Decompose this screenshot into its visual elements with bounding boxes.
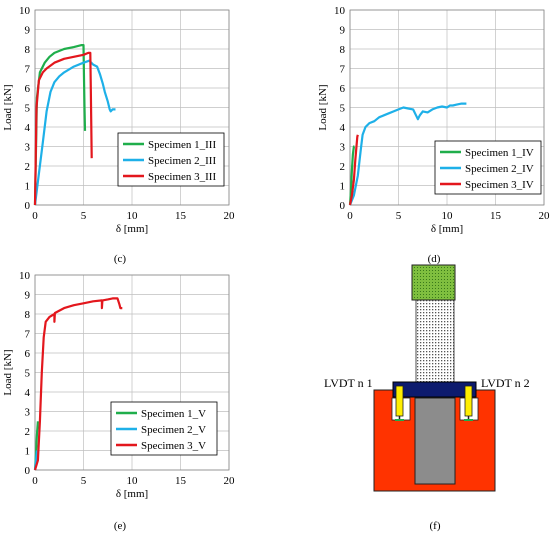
legend-label-1: Specimen 1_V (141, 408, 206, 420)
legend-label-2: Specimen 2_V (141, 424, 206, 436)
series-line-3 (33, 297, 123, 471)
y-tick-label: 6 (25, 348, 31, 360)
x-tick-label: 15 (175, 210, 187, 222)
x-axis-label: δ [mm] (116, 488, 148, 500)
chart-panel-e: 0 1 2 3 4 5 6 7 8 9 10 0 5 10 15 20 δ [mm] Load [kN] Speci… (2, 270, 235, 532)
chart-panel-d: 0 1 2 3 4 5 6 7 8 9 10 0 5 10 15 20 δ [mm] Load [kN] Speci… (317, 5, 550, 265)
y-tick-label: 10 (19, 270, 31, 282)
x-axis-label: δ [mm] (116, 223, 148, 235)
y-tick-label: 5 (25, 368, 31, 380)
y-tick-label: 6 (340, 83, 346, 95)
y-axis-label: Load [kN] (2, 349, 14, 395)
y-tick-label: 2 (25, 426, 31, 438)
y-tick-label: 9 (340, 25, 346, 37)
loading-cap (411, 264, 456, 301)
y-tick-label: 5 (25, 103, 31, 115)
x-tick-label: 20 (539, 210, 550, 222)
y-tick-label: 4 (340, 122, 346, 134)
plot-frame (34, 9, 230, 206)
x-tick-label: 0 (347, 210, 353, 222)
y-tick-label: 5 (340, 103, 346, 115)
legend-label-1: Specimen 1_III (148, 139, 216, 151)
y-tick-label: 7 (25, 329, 31, 341)
series-line-1 (33, 43, 87, 206)
x-axis-label: δ [mm] (431, 223, 463, 235)
y-tick-label: 10 (334, 5, 346, 17)
series-line-3 (348, 134, 359, 206)
panel-label-d: (d) (428, 253, 441, 265)
y-tick-label: 1 (25, 181, 31, 193)
panel-label-c: (c) (114, 253, 127, 265)
y-tick-label: 1 (340, 181, 346, 193)
y-tick-label: 10 (19, 5, 31, 17)
legend-label-3: Specimen 3_IV (465, 179, 534, 191)
y-tick-label: 9 (25, 25, 31, 37)
y-tick-label: 8 (25, 44, 31, 56)
x-tick-label: 5 (396, 210, 402, 222)
y-axis-label: Load [kN] (317, 84, 329, 130)
chart-panel-c: 0 1 2 3 4 5 6 7 8 9 10 0 5 10 15 20 δ [mm] Load [kN] Speci… (2, 5, 235, 265)
y-tick-label: 8 (25, 309, 31, 321)
legend-label-2: Specimen 2_IV (465, 163, 534, 175)
y-tick-label: 7 (25, 64, 31, 76)
y-tick-label: 2 (340, 161, 346, 173)
x-tick-label: 10 (127, 210, 139, 222)
series-line-2 (348, 102, 467, 206)
y-tick-label: 4 (25, 122, 31, 134)
legend-label-3: Specimen 3_V (141, 440, 206, 452)
x-tick-label: 10 (442, 210, 454, 222)
lvdt-2-sensor (464, 385, 473, 417)
x-tick-label: 0 (32, 475, 38, 487)
y-tick-label: 2 (25, 161, 31, 173)
legend-label-2: Specimen 2_III (148, 155, 216, 167)
lvdt-1-sensor (395, 385, 404, 417)
lvdt-2-label: LVDT n 2 (481, 376, 530, 390)
legend-label-3: Specimen 3_III (148, 171, 216, 183)
lvdt-1-label: LVDT n 1 (324, 376, 373, 390)
plot-frame (349, 9, 545, 206)
x-tick-label: 15 (175, 475, 187, 487)
panel-label-f: (f) (430, 520, 441, 532)
bearing-plate (392, 381, 477, 398)
y-tick-label: 3 (340, 142, 346, 154)
series-line-1 (348, 145, 355, 206)
x-tick-label: 20 (224, 210, 236, 222)
x-tick-label: 5 (81, 210, 87, 222)
y-tick-label: 6 (25, 83, 31, 95)
embedded-core (414, 397, 456, 485)
y-tick-label: 7 (340, 64, 346, 76)
specimen-column (415, 299, 455, 384)
y-tick-label: 3 (25, 407, 31, 419)
y-axis-label: Load [kN] (2, 84, 14, 130)
y-tick-label: 9 (25, 290, 31, 302)
x-tick-label: 0 (32, 210, 38, 222)
x-tick-label: 20 (224, 475, 236, 487)
y-tick-label: 0 (340, 200, 346, 212)
plot-frame (34, 274, 230, 471)
panel-label-e: (e) (114, 520, 127, 532)
y-tick-label: 0 (25, 465, 31, 477)
x-tick-label: 15 (490, 210, 502, 222)
x-tick-label: 10 (127, 475, 139, 487)
legend-label-1: Specimen 1_IV (465, 147, 534, 159)
y-tick-label: 1 (25, 446, 31, 458)
test-setup-diagram: LVDT n 1 LVDT n 2 (f) (324, 264, 530, 532)
x-tick-label: 5 (81, 475, 87, 487)
y-tick-label: 8 (340, 44, 346, 56)
y-tick-label: 3 (25, 142, 31, 154)
y-tick-label: 0 (25, 200, 31, 212)
series-line-3 (33, 51, 93, 206)
y-tick-label: 4 (25, 387, 31, 399)
series-line-2 (33, 59, 116, 206)
